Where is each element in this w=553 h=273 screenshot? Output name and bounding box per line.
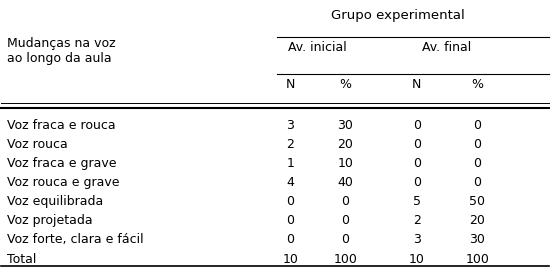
Text: 3: 3 (286, 119, 294, 132)
Text: Total: Total (7, 253, 36, 266)
Text: 0: 0 (413, 157, 421, 170)
Text: Voz equilibrada: Voz equilibrada (7, 195, 103, 208)
Text: 2: 2 (286, 138, 294, 151)
Text: N: N (412, 78, 421, 91)
Text: 0: 0 (413, 119, 421, 132)
Text: 100: 100 (333, 253, 357, 266)
Text: 2: 2 (413, 214, 421, 227)
Text: 0: 0 (473, 138, 481, 151)
Text: 0: 0 (341, 214, 349, 227)
Text: 0: 0 (473, 157, 481, 170)
Text: 10: 10 (409, 253, 425, 266)
Text: 30: 30 (337, 119, 353, 132)
Text: 5: 5 (413, 195, 421, 208)
Text: 0: 0 (413, 138, 421, 151)
Text: Mudanças na voz
ao longo da aula: Mudanças na voz ao longo da aula (7, 37, 116, 64)
Text: 3: 3 (413, 233, 421, 247)
Text: Grupo experimental: Grupo experimental (331, 10, 465, 22)
Text: 0: 0 (286, 233, 294, 247)
Text: 20: 20 (469, 214, 486, 227)
Text: 0: 0 (286, 195, 294, 208)
Text: 100: 100 (466, 253, 489, 266)
Text: Voz forte, clara e fácil: Voz forte, clara e fácil (7, 233, 144, 247)
Text: 0: 0 (413, 176, 421, 189)
Text: Voz fraca e grave: Voz fraca e grave (7, 157, 116, 170)
Text: 10: 10 (337, 157, 353, 170)
Text: 4: 4 (286, 176, 294, 189)
Text: %: % (340, 78, 351, 91)
Text: Voz rouca: Voz rouca (7, 138, 67, 151)
Text: Av. final: Av. final (422, 41, 472, 54)
Text: Voz fraca e rouca: Voz fraca e rouca (7, 119, 116, 132)
Text: 0: 0 (473, 119, 481, 132)
Text: Av. inicial: Av. inicial (289, 41, 347, 54)
Text: N: N (285, 78, 295, 91)
Text: 30: 30 (469, 233, 486, 247)
Text: 0: 0 (286, 214, 294, 227)
Text: 50: 50 (469, 195, 486, 208)
Text: Voz rouca e grave: Voz rouca e grave (7, 176, 119, 189)
Text: 20: 20 (337, 138, 353, 151)
Text: 0: 0 (341, 195, 349, 208)
Text: 10: 10 (283, 253, 298, 266)
Text: 0: 0 (341, 233, 349, 247)
Text: 0: 0 (473, 176, 481, 189)
Text: 40: 40 (337, 176, 353, 189)
Text: %: % (471, 78, 483, 91)
Text: Voz projetada: Voz projetada (7, 214, 92, 227)
Text: 1: 1 (286, 157, 294, 170)
